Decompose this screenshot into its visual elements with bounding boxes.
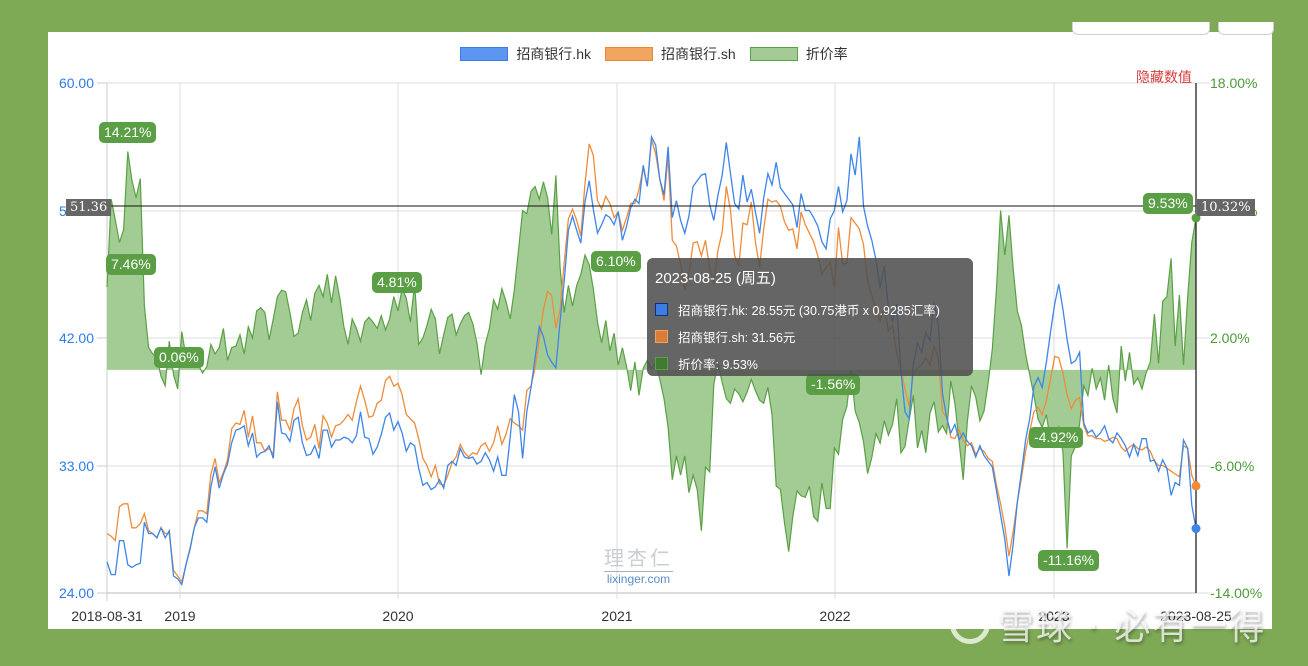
tooltip-row-text: 招商银行.hk: 28.55元 (30.75港币 x 0.9285汇率) [678,304,940,318]
tooltip-swatch-icon [655,303,668,316]
toolbar-button-1[interactable] [1072,22,1210,35]
tooltip: 2023-08-25 (周五) 招商银行.hk: 28.55元 (30.75港币… [647,258,973,376]
annotation-badge: 14.21% [99,122,157,143]
xueqiu-watermark: 雪球 · 必有一得 [950,598,1266,650]
tooltip-swatch-icon [655,330,668,343]
annotation-badge: -1.56% [806,374,861,395]
tooltip-row: 招商银行.hk: 28.55元 (30.75港币 x 0.9285汇率) [655,300,965,319]
hk-price-line [106,134,1197,587]
legend: 招商银行.hk 招商银行.sh 折价率 [0,44,1308,64]
watermark-cn: 理杏仁 [604,542,673,572]
legend-label: 招商银行.sh [661,46,736,62]
lixinger-watermark: 理杏仁 lixinger.com [604,542,673,586]
discount-area [107,151,1196,552]
tooltip-row: 招商银行.sh: 31.56元 [655,327,965,346]
xueqiu-text: 雪球 · 必有一得 [998,607,1267,648]
x-tick: 2021 [601,608,632,624]
tooltip-title: 2023-08-25 (周五) [655,270,776,287]
sh-end-marker [1191,481,1201,491]
x-tick: 2018-08-31 [71,608,143,624]
annotation-badge: -11.16% [1038,550,1100,571]
annotation-badge: 9.53% [1143,193,1193,214]
y-left-tick: 24.00 [59,585,94,601]
watermark-en: lixinger.com [606,572,671,586]
y-left-tick: 42.00 [59,330,94,346]
legend-item-2[interactable]: 折价率 [749,44,848,64]
y-right-tick: -14.00% [1210,585,1262,601]
y-right-tick: 2.00% [1210,330,1250,346]
tooltip-row-text: 折价率: 9.53% [678,358,758,372]
legend-item-1[interactable]: 招商银行.sh [605,44,736,64]
legend-label: 折价率 [805,46,848,62]
legend-swatch-icon [460,47,509,61]
y-right-tick: 18.00% [1210,75,1257,91]
tooltip-swatch-icon [655,357,668,370]
annotation-badge: 7.46% [106,254,156,275]
y-right-tick: -6.00% [1210,458,1254,474]
x-tick: 2022 [819,608,850,624]
x-tick: 2023-08-25 [1160,608,1232,624]
legend-item-0[interactable]: 招商银行.hk [460,44,591,64]
tooltip-row: 折价率: 9.53% [655,354,965,373]
crosshair-left-value: 51.36 [66,199,112,216]
x-tick: 2019 [164,608,195,624]
annotation-badge: 0.06% [154,347,204,368]
legend-swatch-icon [605,47,653,61]
y-left-tick: 60.00 [59,75,94,91]
x-tick: 2020 [382,608,413,624]
legend-label: 招商银行.hk [516,46,591,62]
annotation-badge: 4.81% [372,272,422,293]
crosshair-right-value: 10.32% [1197,199,1255,216]
annotation-badge: 6.10% [591,251,641,272]
x-tick: 2023 [1038,608,1069,624]
hk-end-marker [1191,524,1201,534]
y-left-tick: 33.00 [59,458,94,474]
hide-values-button[interactable]: 隐藏数值 [1136,70,1192,86]
tooltip-row-text: 招商银行.sh: 31.56元 [678,331,796,345]
annotation-badge: -4.92% [1029,427,1084,448]
legend-swatch-icon [749,47,798,61]
xueqiu-logo-icon [950,604,990,644]
toolbar-button-2[interactable] [1218,22,1274,35]
